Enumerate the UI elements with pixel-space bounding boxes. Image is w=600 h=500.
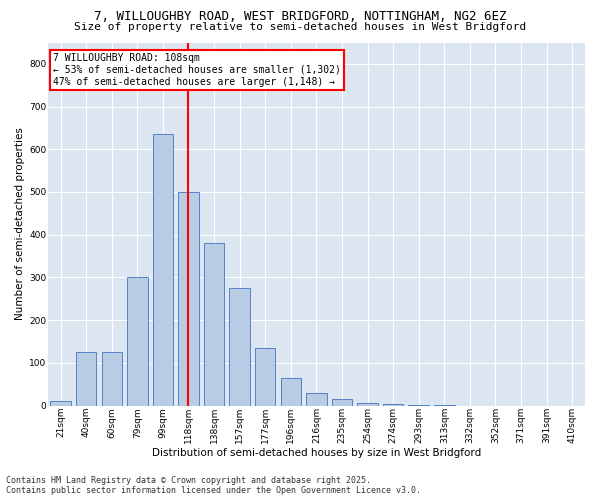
Bar [306,393,326,406]
Text: 7 WILLOUGHBY ROAD: 108sqm
← 53% of semi-detached houses are smaller (1,302)
47% : 7 WILLOUGHBY ROAD: 108sqm ← 53% of semi-… [53,54,341,86]
Y-axis label: Number of semi-detached properties: Number of semi-detached properties [15,128,25,320]
X-axis label: Distribution of semi-detached houses by size in West Bridgford: Distribution of semi-detached houses by … [152,448,481,458]
Bar [178,192,199,406]
Bar [152,134,173,406]
Text: Size of property relative to semi-detached houses in West Bridgford: Size of property relative to semi-detach… [74,22,526,32]
Bar [101,352,122,406]
Bar [50,402,71,406]
Bar [255,348,275,406]
Bar [409,404,429,406]
Bar [281,378,301,406]
Bar [76,352,97,406]
Bar [358,404,378,406]
Bar [229,288,250,406]
Text: 7, WILLOUGHBY ROAD, WEST BRIDGFORD, NOTTINGHAM, NG2 6EZ: 7, WILLOUGHBY ROAD, WEST BRIDGFORD, NOTT… [94,10,506,23]
Bar [127,278,148,406]
Text: Contains HM Land Registry data © Crown copyright and database right 2025.
Contai: Contains HM Land Registry data © Crown c… [6,476,421,495]
Bar [204,244,224,406]
Bar [383,404,403,406]
Bar [332,399,352,406]
